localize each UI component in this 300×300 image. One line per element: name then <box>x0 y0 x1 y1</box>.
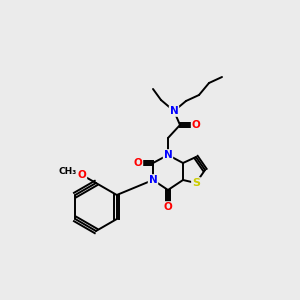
Text: O: O <box>78 170 86 180</box>
Text: N: N <box>164 150 172 160</box>
Text: O: O <box>192 120 200 130</box>
Text: N: N <box>169 106 178 116</box>
Text: O: O <box>164 202 172 212</box>
Text: S: S <box>192 178 200 188</box>
Text: O: O <box>134 158 142 168</box>
Text: CH₃: CH₃ <box>59 167 77 176</box>
Text: N: N <box>148 175 158 185</box>
